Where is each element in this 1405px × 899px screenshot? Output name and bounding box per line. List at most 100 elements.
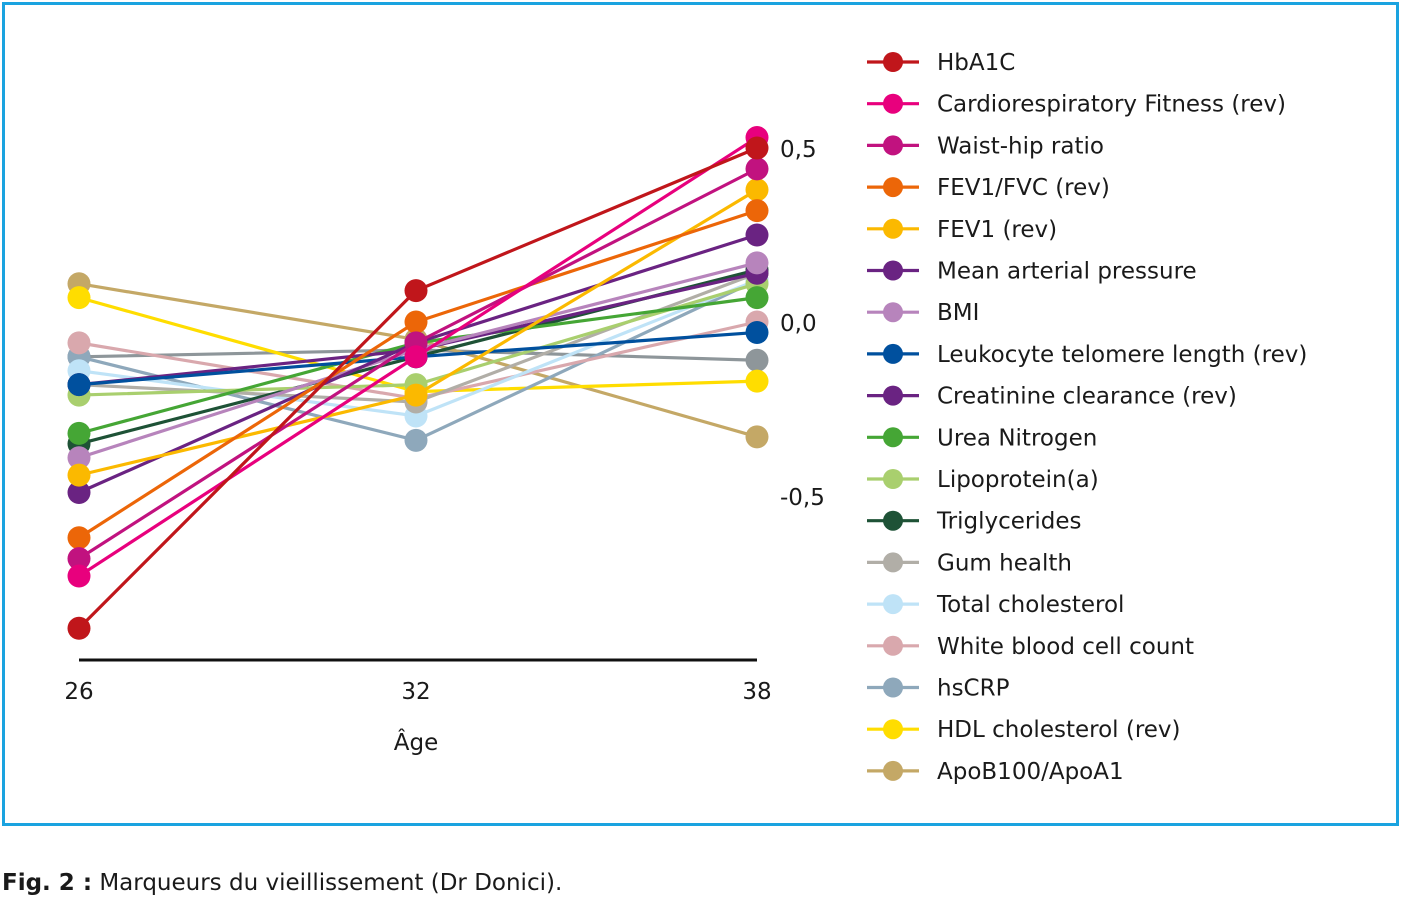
caption-label: Fig. 2 :	[2, 870, 93, 896]
legend-marker	[883, 218, 903, 239]
legend-item: Gum health	[867, 550, 1072, 576]
legend-item: Total cholesterol	[867, 592, 1124, 618]
legend-marker	[883, 635, 903, 656]
data-point	[67, 286, 91, 310]
legend-label: Cardiorespiratory Fitness (rev)	[937, 92, 1286, 118]
x-tick-label: 38	[742, 679, 771, 705]
data-point	[67, 373, 91, 397]
series-0	[67, 136, 769, 640]
legend-marker	[883, 760, 903, 781]
data-point	[67, 526, 91, 550]
legend-label: Gum health	[937, 550, 1072, 576]
data-point	[67, 481, 91, 505]
figure-caption: Fig. 2 : Marqueurs du vieillissement (Dr…	[2, 870, 562, 896]
legend-item: hsCRP	[867, 676, 1010, 702]
legend-marker	[883, 343, 903, 364]
legend-label: HbA1C	[937, 50, 1015, 76]
data-point	[745, 286, 769, 310]
legend-marker	[883, 385, 903, 406]
legend-label: hsCRP	[937, 676, 1010, 702]
legend-label: Lipoprotein(a)	[937, 467, 1099, 493]
data-point	[67, 616, 91, 640]
data-point	[745, 348, 769, 372]
legend-label: FEV1 (rev)	[937, 217, 1057, 243]
series-layer	[67, 126, 769, 640]
legend-item: White blood cell count	[867, 634, 1194, 660]
y-tick-label: -0,5	[780, 485, 825, 511]
legend-item: Cardiorespiratory Fitness (rev)	[867, 92, 1286, 118]
legend-marker	[883, 677, 903, 698]
legend-label: Mean arterial pressure	[937, 259, 1197, 285]
data-point	[404, 345, 428, 369]
data-point	[404, 310, 428, 334]
legend-marker	[883, 594, 903, 615]
legend-marker	[883, 135, 903, 156]
tick-layer: 26 32 38 0,5 0,0 -0,5	[64, 137, 825, 705]
legend-label: HDL cholesterol (rev)	[937, 717, 1181, 743]
data-point	[67, 446, 91, 470]
legend-marker	[883, 93, 903, 114]
y-tick-label: 0,0	[780, 311, 817, 337]
series-4	[67, 178, 769, 487]
y-tick-label: 0,5	[780, 137, 817, 163]
data-point	[67, 547, 91, 571]
legend: HbA1C Cardiorespiratory Fitness (rev) Wais…	[867, 50, 1307, 785]
data-point	[67, 564, 91, 588]
legend-marker	[883, 510, 903, 531]
data-point	[745, 369, 769, 393]
legend-label: Creatinine clearance (rev)	[937, 384, 1237, 410]
data-point	[404, 428, 428, 452]
data-point	[745, 178, 769, 202]
data-point	[745, 223, 769, 247]
legend-item: BMI	[867, 300, 979, 326]
legend-marker	[883, 552, 903, 573]
data-point	[745, 251, 769, 275]
legend-item: Urea Nitrogen	[867, 425, 1097, 451]
legend-label: Waist-hip ratio	[937, 133, 1104, 159]
data-point	[745, 199, 769, 223]
data-point	[745, 136, 769, 160]
legend-label: Urea Nitrogen	[937, 425, 1097, 451]
legend-marker	[883, 52, 903, 72]
data-point	[404, 279, 428, 303]
legend-label: BMI	[937, 300, 979, 326]
legend-marker	[883, 427, 903, 448]
x-tick-label: 26	[64, 679, 93, 705]
legend-item: FEV1/FVC (rev)	[867, 175, 1110, 201]
data-point	[745, 425, 769, 449]
legend-item: Creatinine clearance (rev)	[867, 384, 1237, 410]
legend-item: Triglycerides	[867, 509, 1082, 535]
legend-item: Waist-hip ratio	[867, 133, 1104, 159]
legend-label: White blood cell count	[937, 634, 1194, 660]
legend-item: ApoB100/ApoA1	[867, 759, 1124, 785]
series-3	[67, 199, 769, 550]
data-point	[67, 331, 91, 355]
legend-label: Leukocyte telomere length (rev)	[937, 342, 1307, 368]
series-2	[67, 157, 769, 571]
legend-item: FEV1 (rev)	[867, 217, 1057, 243]
caption-text: Marqueurs du vieillissement (Dr Donici).	[92, 870, 563, 896]
legend-marker	[883, 302, 903, 323]
legend-item: Leukocyte telomere length (rev)	[867, 342, 1307, 368]
x-tick-label: 32	[401, 679, 430, 705]
legend-label: Total cholesterol	[936, 592, 1124, 618]
data-point	[404, 383, 428, 407]
legend-item: HDL cholesterol (rev)	[867, 717, 1181, 743]
legend-marker	[883, 260, 903, 281]
legend-label: FEV1/FVC (rev)	[937, 175, 1110, 201]
data-point	[67, 421, 91, 445]
data-point	[745, 157, 769, 181]
legend-marker	[883, 177, 903, 198]
data-point	[745, 320, 769, 344]
data-point	[67, 463, 91, 487]
legend-item: Mean arterial pressure	[867, 259, 1197, 285]
x-axis-title: Âge	[394, 728, 438, 756]
figure-frame	[2, 2, 1399, 826]
legend-marker	[883, 469, 903, 489]
legend-marker	[883, 719, 903, 740]
legend-label: Triglycerides	[936, 509, 1082, 535]
legend-label: ApoB100/ApoA1	[937, 759, 1124, 785]
legend-item: HbA1C	[867, 50, 1015, 76]
legend-item: Lipoprotein(a)	[867, 467, 1099, 493]
